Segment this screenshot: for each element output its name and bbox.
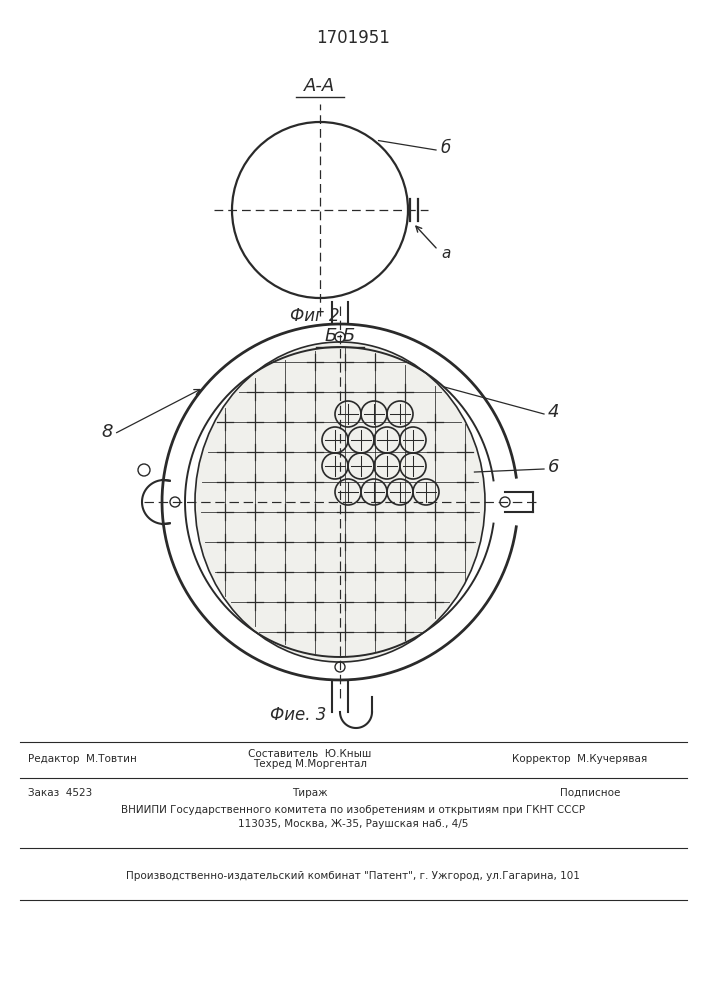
Text: б: б xyxy=(440,139,450,157)
Text: Редактор  М.Товтин: Редактор М.Товтин xyxy=(28,754,137,764)
Text: Корректор  М.Кучерявая: Корректор М.Кучерявая xyxy=(513,754,648,764)
Text: Фиг 2: Фиг 2 xyxy=(290,307,340,325)
Text: 1701951: 1701951 xyxy=(316,29,390,47)
Text: а: а xyxy=(441,246,450,261)
Text: Подписное: Подписное xyxy=(560,788,620,798)
Text: Заказ  4523: Заказ 4523 xyxy=(28,788,92,798)
Text: 4: 4 xyxy=(548,403,559,421)
Text: ВНИИПИ Государственного комитета по изобретениям и открытиям при ГКНТ СССР: ВНИИПИ Государственного комитета по изоб… xyxy=(121,805,585,815)
Ellipse shape xyxy=(195,342,485,662)
Text: Производственно-издательский комбинат "Патент", г. Ужгород, ул.Гагарина, 101: Производственно-издательский комбинат "П… xyxy=(126,871,580,881)
Text: Тираж: Тираж xyxy=(292,788,328,798)
Text: Составитель  Ю.Кныш: Составитель Ю.Кныш xyxy=(248,749,372,759)
Text: А-А: А-А xyxy=(305,77,336,95)
Text: 6: 6 xyxy=(548,458,559,476)
Text: 113035, Москва, Ж-35, Раушская наб., 4/5: 113035, Москва, Ж-35, Раушская наб., 4/5 xyxy=(238,819,468,829)
Text: 8: 8 xyxy=(101,423,112,441)
Text: Фие. 3: Фие. 3 xyxy=(270,706,327,724)
Text: Б-Б: Б-Б xyxy=(325,327,356,345)
Text: Техред М.Моргентал: Техред М.Моргентал xyxy=(253,759,367,769)
